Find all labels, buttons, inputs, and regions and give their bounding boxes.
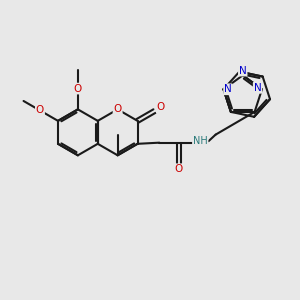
Text: O: O xyxy=(175,164,183,174)
Text: N: N xyxy=(239,66,247,76)
Text: NH: NH xyxy=(193,136,208,146)
Text: O: O xyxy=(74,84,82,94)
Text: O: O xyxy=(157,102,165,112)
Text: N: N xyxy=(254,83,261,93)
Text: O: O xyxy=(113,104,122,114)
Text: N: N xyxy=(224,84,232,94)
Text: O: O xyxy=(36,106,44,116)
